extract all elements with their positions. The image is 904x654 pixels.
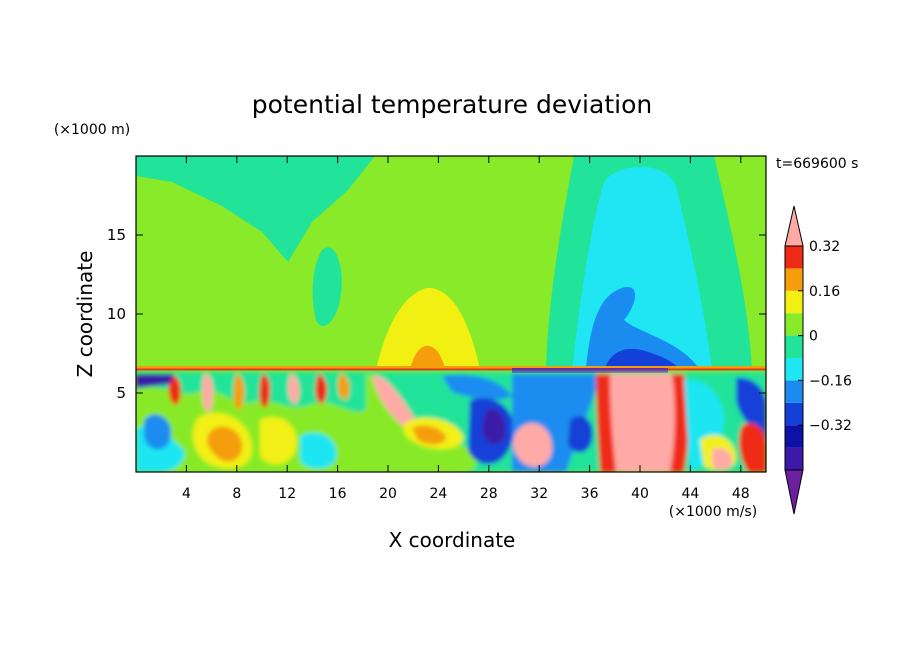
cyan-eddy-2: [300, 432, 337, 469]
warm-plume: [376, 287, 480, 370]
orange-eddy-2: [412, 425, 446, 445]
colorbar-swatch: [785, 290, 803, 314]
orange-eddy: [207, 426, 243, 462]
colorbar-swatch: [785, 335, 803, 358]
red-plume-3: [315, 374, 327, 404]
pink-plume-1: [202, 373, 214, 413]
colorbar-frame: [784, 245, 804, 471]
pink-eddy: [513, 423, 552, 467]
chart-title: potential temperature deviation: [252, 90, 652, 119]
inversion-layer: [136, 366, 766, 369]
deep-blue-eddy-3: [736, 377, 766, 440]
colorbar-swatch: [785, 268, 803, 291]
x-tick-label: 4: [182, 486, 191, 502]
y-tick-label: 15: [107, 226, 126, 244]
right-deep-blue-region: [604, 348, 680, 370]
colorbar-swatch: [785, 246, 803, 269]
x-tick-label: 36: [581, 486, 599, 502]
x-tick-label: 12: [278, 486, 296, 502]
y-tick-label: 10: [107, 305, 126, 323]
x-tick-label: 28: [480, 486, 498, 502]
time-label: t=669600 s: [776, 156, 858, 172]
colorbar-tick-label: 0.16: [809, 284, 840, 300]
colorbar-swatch: [785, 447, 803, 470]
yellow-eddy-2: [260, 416, 297, 465]
inversion-layer-core: [136, 368, 766, 371]
blue-eddy: [144, 414, 172, 450]
blue-eddy-2: [442, 374, 512, 400]
pink-plume-2: [288, 374, 300, 404]
hot-column-core: [610, 374, 675, 472]
x-tick-label: 48: [732, 486, 750, 502]
right-blue-region: [586, 287, 700, 370]
diagonal-warm-streak: [372, 375, 415, 428]
colorbar-swatch: [785, 402, 803, 426]
orange-plume-2: [338, 374, 350, 400]
pink-eddy-2: [712, 447, 733, 470]
boundary-layer: [136, 372, 766, 472]
colorbar-lower-triangle: [784, 469, 804, 515]
cold-pocket-left: [136, 374, 174, 388]
warm-plume-core: [410, 345, 446, 370]
x-axis: 4 8 12 16 20 24 28 32 36 40 44 48: [182, 156, 750, 502]
x-unit-label: (×1000 m/s): [669, 504, 757, 520]
x-tick-label: 32: [530, 486, 548, 502]
upper-left-cool-region: [136, 156, 375, 262]
colorbar-swatch: [785, 358, 803, 381]
red-plume-2: [259, 374, 271, 408]
y-unit-label: (×1000 m): [54, 122, 130, 138]
colorbar: −0.32 −0.16 0 0.16 0.32: [784, 205, 852, 515]
x-tick-label: 24: [429, 486, 447, 502]
colorbar-upper-triangle: [784, 205, 804, 247]
y-axis-label: Z coordinate: [73, 251, 97, 378]
x-tick-label: 8: [232, 486, 241, 502]
deep-blue-eddy-2: [568, 416, 593, 453]
x-tick-label: 20: [379, 486, 397, 502]
colorbar-tick-label: −0.32: [809, 418, 852, 434]
inversion-cold-band: [512, 368, 668, 373]
colorbar-tick-label: 0.32: [809, 239, 840, 255]
x-tick-label: 40: [631, 486, 649, 502]
x-tick-label: 16: [329, 486, 347, 502]
orange-plume-1: [233, 374, 245, 410]
x-tick-label: 44: [681, 486, 699, 502]
colorbar-tick-label: −0.16: [809, 373, 852, 389]
red-plume-1: [168, 375, 181, 405]
colorbar-tick-label: 0: [809, 329, 818, 345]
y-tick-label: 5: [116, 384, 126, 402]
contour-field: [136, 156, 766, 472]
colorbar-swatch: [785, 380, 803, 403]
colorbar-swatch: [785, 425, 803, 448]
red-eddy-right: [739, 423, 766, 472]
purple-eddy: [482, 408, 506, 445]
y-axis: 5 10 15: [107, 226, 766, 402]
cool-pocket: [312, 247, 342, 327]
x-axis-label: X coordinate: [389, 528, 516, 552]
colorbar-swatch: [785, 313, 803, 336]
